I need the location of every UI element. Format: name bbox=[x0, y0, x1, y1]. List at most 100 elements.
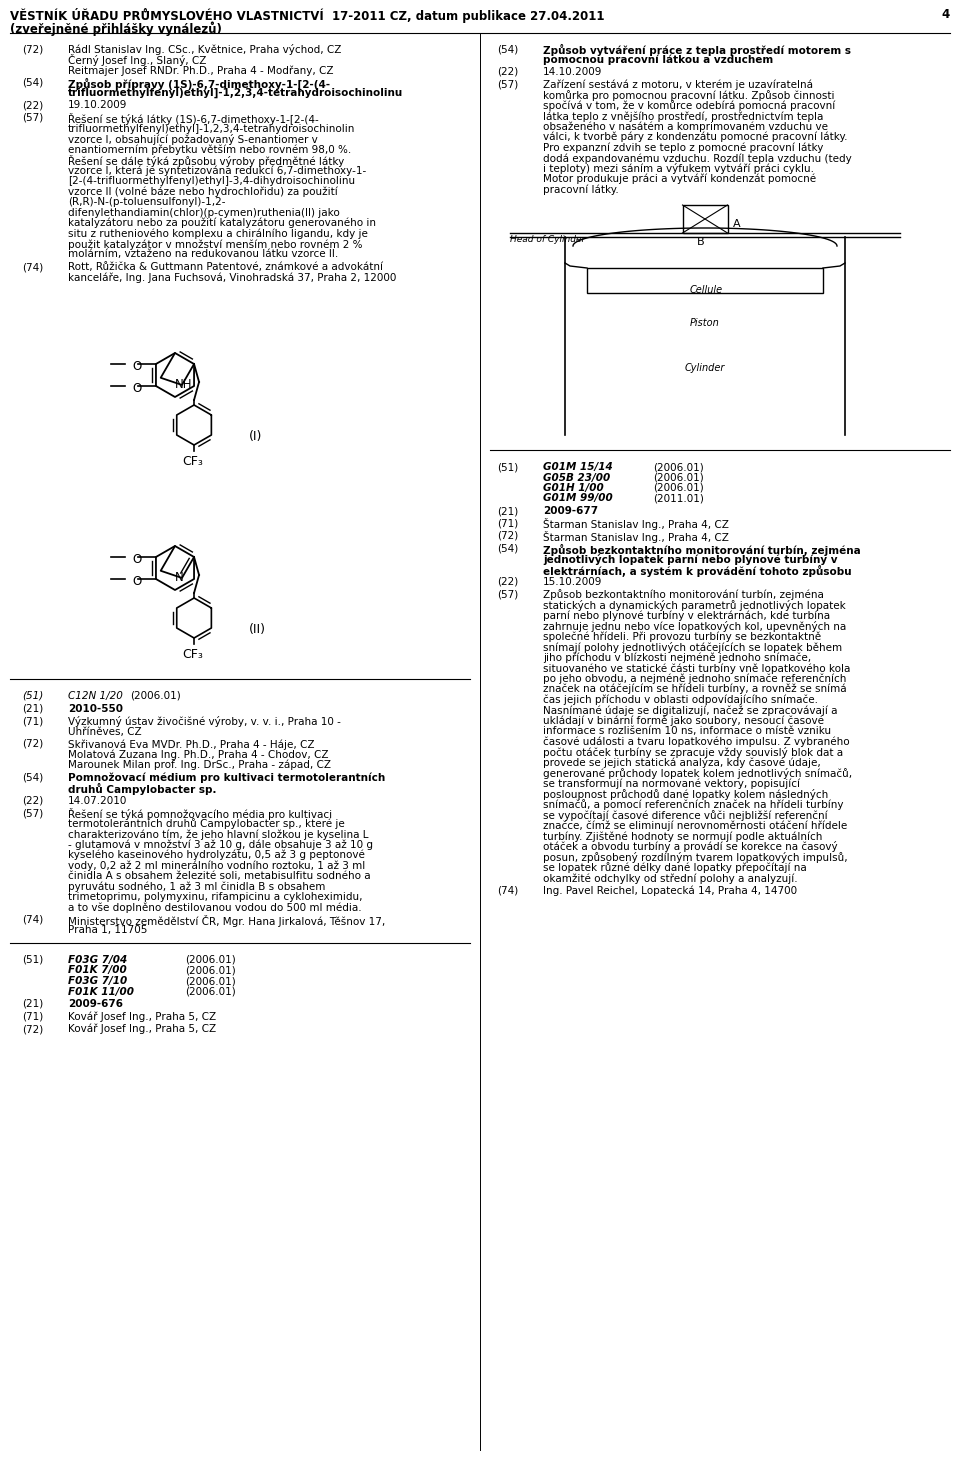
Text: Štarman Stanislav Ing., Praha 4, CZ: Štarman Stanislav Ing., Praha 4, CZ bbox=[543, 519, 729, 530]
Text: (21): (21) bbox=[497, 506, 518, 516]
Text: NH: NH bbox=[176, 379, 193, 392]
Text: Výzkumný ústav živočišné výroby, v. v. i., Praha 10 -: Výzkumný ústav živočišné výroby, v. v. i… bbox=[68, 715, 341, 727]
Text: (51): (51) bbox=[497, 462, 518, 472]
Text: (2006.01): (2006.01) bbox=[185, 986, 236, 997]
Text: trifluormethylfenyl)ethyl]-1,2,3,4-tetrahydroisochinolinu: trifluormethylfenyl)ethyl]-1,2,3,4-tetra… bbox=[68, 87, 403, 98]
Text: charakterizováno tím, že jeho hlavní složkou je kyselina L: charakterizováno tím, že jeho hlavní slo… bbox=[68, 829, 369, 839]
Text: snímačů, a pomocí referenčních značek na hřídeli turbíny: snímačů, a pomocí referenčních značek na… bbox=[543, 800, 844, 810]
Text: obsaženého v nasátém a komprimovaném vzduchu ve: obsaženého v nasátém a komprimovaném vzd… bbox=[543, 121, 828, 133]
Text: Řešení se dále týká způsobu výroby předmětné látky: Řešení se dále týká způsobu výroby předm… bbox=[68, 154, 345, 168]
Text: vzorce II (volné báze nebo hydrochlořidu) za použití: vzorce II (volné báze nebo hydrochlořidu… bbox=[68, 186, 338, 197]
Text: [2-(4-trifluormethylfenyl)ethyl]-3,4-dihydroisochinolinu: [2-(4-trifluormethylfenyl)ethyl]-3,4-dih… bbox=[68, 176, 355, 186]
Text: se vypočítají časové diference vůči nejbližší referenční: se vypočítají časové diference vůči nejb… bbox=[543, 810, 828, 820]
Text: 2010-550: 2010-550 bbox=[68, 704, 123, 714]
Bar bbox=[683, 205, 728, 233]
Text: Způsob bezkontaktního monitorování turbín, zejména: Způsob bezkontaktního monitorování turbí… bbox=[543, 543, 861, 555]
Text: Způsob vytváření práce z tepla prostředí motorem s: Způsob vytváření práce z tepla prostředí… bbox=[543, 44, 851, 55]
Text: (72): (72) bbox=[22, 44, 43, 54]
Text: (72): (72) bbox=[497, 530, 518, 541]
Text: a to vše doplněno destilovanou vodou do 500 ml média.: a to vše doplněno destilovanou vodou do … bbox=[68, 902, 362, 914]
Text: (54): (54) bbox=[497, 44, 518, 54]
Text: (21): (21) bbox=[22, 704, 43, 714]
Text: okamžité odchylky od střední polohy a analyzují.: okamžité odchylky od střední polohy a an… bbox=[543, 873, 798, 883]
Text: společné hřídeli. Při provozu turbíny se bezkontaktně: společné hřídeli. Při provozu turbíny se… bbox=[543, 631, 821, 643]
Text: termotolerantních druhů Campylobacter sp., které je: termotolerantních druhů Campylobacter sp… bbox=[68, 819, 345, 829]
Text: O: O bbox=[132, 360, 141, 373]
Text: se lopatek různé délky dané lopatky přepočítají na: se lopatek různé délky dané lopatky přep… bbox=[543, 863, 806, 873]
Text: pracovní látky.: pracovní látky. bbox=[543, 185, 619, 195]
Text: (74): (74) bbox=[22, 915, 43, 925]
Text: G01M 15/14: G01M 15/14 bbox=[543, 462, 612, 472]
Text: (54): (54) bbox=[22, 772, 43, 782]
Text: (2006.01): (2006.01) bbox=[653, 472, 704, 482]
Text: O: O bbox=[132, 554, 141, 565]
Text: trimetoprimu, polymyxinu, rifampicinu a cykloheximidu,: trimetoprimu, polymyxinu, rifampicinu a … bbox=[68, 892, 363, 902]
Text: statických a dynamických parametrů jednotlivých lopatek: statických a dynamických parametrů jedno… bbox=[543, 600, 846, 610]
Text: (51): (51) bbox=[22, 691, 43, 701]
Text: VĚSTNÍK ÚŘADU PRŮMYSLOVÉHO VLASTNICTVÍ  17-2011 CZ, datum publikace 27.04.2011: VĚSTNÍK ÚŘADU PRŮMYSLOVÉHO VLASTNICTVÍ 1… bbox=[10, 7, 605, 23]
Text: Štarman Stanislav Ing., Praha 4, CZ: Štarman Stanislav Ing., Praha 4, CZ bbox=[543, 530, 729, 543]
Text: Praha 1, 11705: Praha 1, 11705 bbox=[68, 925, 148, 935]
Text: A: A bbox=[732, 219, 740, 229]
Text: (2006.01): (2006.01) bbox=[653, 462, 704, 472]
Text: G01H 1/00: G01H 1/00 bbox=[543, 484, 604, 492]
Text: 14.07.2010: 14.07.2010 bbox=[68, 796, 128, 806]
Text: Pro expanzní zdvih se teplo z pomocné pracovní látky: Pro expanzní zdvih se teplo z pomocné pr… bbox=[543, 143, 824, 153]
Text: snímají polohy jednotlivých otáčejících se lopatek během: snímají polohy jednotlivých otáčejících … bbox=[543, 643, 842, 653]
Text: (2011.01): (2011.01) bbox=[653, 494, 704, 504]
Text: dodá expandovanému vzduchu. Rozdíl tepla vzduchu (tedy: dodá expandovanému vzduchu. Rozdíl tepla… bbox=[543, 153, 852, 163]
Text: Kovář Josef Ing., Praha 5, CZ: Kovář Josef Ing., Praha 5, CZ bbox=[68, 1011, 216, 1021]
Text: jiho příchodu v blízkosti nejméně jednoho snímače,: jiho příchodu v blízkosti nejméně jednoh… bbox=[543, 653, 811, 663]
Text: (2006.01): (2006.01) bbox=[185, 976, 236, 986]
Text: (74): (74) bbox=[497, 886, 518, 896]
Text: (72): (72) bbox=[22, 739, 43, 749]
Text: pomocnou pracovní látkou a vzduchem: pomocnou pracovní látkou a vzduchem bbox=[543, 54, 773, 66]
Text: Motor produkuje práci a vytváří kondenzát pomocné: Motor produkuje práci a vytváří kondenzá… bbox=[543, 173, 816, 185]
Text: molárním, vztaženo na redukovanou látku vzorce II.: molárním, vztaženo na redukovanou látku … bbox=[68, 249, 338, 259]
Text: (57): (57) bbox=[497, 80, 518, 89]
Text: (51): (51) bbox=[22, 954, 43, 965]
Text: B: B bbox=[697, 237, 705, 248]
Text: situ z rutheniového komplexu a chirálního ligandu, kdy je: situ z rutheniového komplexu a chirálníh… bbox=[68, 229, 368, 239]
Text: zahrnuje jednu nebo více lopatkových kol, upevněných na: zahrnuje jednu nebo více lopatkových kol… bbox=[543, 621, 847, 632]
Text: C12N 1/20: C12N 1/20 bbox=[68, 691, 123, 701]
Text: O: O bbox=[132, 576, 141, 589]
Text: čas jejich příchodu v oblasti odpovídajícího snímače.: čas jejich příchodu v oblasti odpovídají… bbox=[543, 695, 818, 705]
Text: O: O bbox=[132, 382, 141, 395]
Text: 19.10.2009: 19.10.2009 bbox=[68, 101, 128, 111]
Text: (2006.01): (2006.01) bbox=[130, 691, 180, 701]
Text: Marounek Milan prof. Ing. DrSc., Praha - západ, CZ: Marounek Milan prof. Ing. DrSc., Praha -… bbox=[68, 761, 331, 771]
Text: provede se jejich statická analýza, kdy časové údaje,: provede se jejich statická analýza, kdy … bbox=[543, 758, 821, 768]
Text: (57): (57) bbox=[22, 809, 43, 817]
Text: Ministerstvo zemědělství ČR, Mgr. Hana Jirkalová, Těšnov 17,: Ministerstvo zemědělství ČR, Mgr. Hana J… bbox=[68, 915, 385, 927]
Text: (R,R)-N-(p-toluensulfonyl)-1,2-: (R,R)-N-(p-toluensulfonyl)-1,2- bbox=[68, 197, 226, 207]
Text: Řešení se týká látky (1S)-6,7-dimethoxy-1-[2-(4-: Řešení se týká látky (1S)-6,7-dimethoxy-… bbox=[68, 114, 319, 125]
Text: kyselého kaseinového hydrolyzátu, 0,5 až 3 g peptonové: kyselého kaseinového hydrolyzátu, 0,5 až… bbox=[68, 849, 365, 861]
Text: jednotlivých lopatek parní nebo plynové turbíny v: jednotlivých lopatek parní nebo plynové … bbox=[543, 554, 837, 565]
Text: spočívá v tom, že v komůrce odebírá pomocná pracovní: spočívá v tom, že v komůrce odebírá pomo… bbox=[543, 101, 835, 111]
Text: značce, čímž se eliminují nerovnoměrnosti otáčení hřídele: značce, čímž se eliminují nerovnoměrnost… bbox=[543, 820, 848, 830]
Text: vody, 0,2 až 2 ml minerálního vodního roztoku, 1 až 3 ml: vody, 0,2 až 2 ml minerálního vodního ro… bbox=[68, 861, 365, 871]
Text: válci, k tvorbě páry z kondenzátu pomocné pracovní látky.: válci, k tvorbě páry z kondenzátu pomocn… bbox=[543, 133, 848, 143]
Text: enantiomerním přebytku větším nebo rovném 98,0 %.: enantiomerním přebytku větším nebo rovné… bbox=[68, 144, 351, 154]
Text: po jeho obvodu, a nejméně jednoho snímače referenčních: po jeho obvodu, a nejméně jednoho snímač… bbox=[543, 673, 847, 683]
Text: (I): (I) bbox=[249, 430, 262, 443]
Text: Cellule: Cellule bbox=[690, 286, 723, 294]
Text: katalyzátoru nebo za použití katalyzátoru generovaného in: katalyzátoru nebo za použití katalyzátor… bbox=[68, 219, 376, 229]
Text: Uhříněves, CZ: Uhříněves, CZ bbox=[68, 727, 142, 736]
Text: posun, způsobený rozdílným tvarem lopatkových impulsů,: posun, způsobený rozdílným tvarem lopatk… bbox=[543, 852, 848, 863]
Text: F01K 7/00: F01K 7/00 bbox=[68, 966, 127, 976]
Text: generované průchody lopatek kolem jednotlivých snímačů,: generované průchody lopatek kolem jednot… bbox=[543, 768, 852, 779]
Text: Zařízení sestává z motoru, v kterém je uzavíratelná: Zařízení sestává z motoru, v kterém je u… bbox=[543, 80, 813, 90]
Text: počtu otáček turbíny se zpracuje vždy souvislý blok dat a: počtu otáček turbíny se zpracuje vždy so… bbox=[543, 747, 843, 758]
Text: situovaného ve statické části turbíny vně lopatkového kola: situovaného ve statické části turbíny vn… bbox=[543, 663, 851, 673]
Text: Nasnímané údaje se digitalizují, načež se zpracovávají a: Nasnímané údaje se digitalizují, načež s… bbox=[543, 705, 837, 715]
Text: časové události a tvaru lopatkového impulsu. Z vybraného: časové události a tvaru lopatkového impu… bbox=[543, 736, 850, 747]
Text: (71): (71) bbox=[497, 519, 518, 529]
Text: turbíny. Zjištěné hodnoty se normují podle aktuálních: turbíny. Zjištěné hodnoty se normují pod… bbox=[543, 830, 823, 842]
Text: vzorce I, obsahující požadovaný S-enantiomer v: vzorce I, obsahující požadovaný S-enanti… bbox=[68, 134, 318, 146]
Text: 4: 4 bbox=[942, 7, 950, 20]
Text: 2009-677: 2009-677 bbox=[543, 506, 598, 516]
Text: (22): (22) bbox=[22, 796, 43, 806]
Text: vzorce I, která je syntetizována redukcí 6,7-dimethoxy-1-: vzorce I, která je syntetizována redukcí… bbox=[68, 166, 367, 176]
